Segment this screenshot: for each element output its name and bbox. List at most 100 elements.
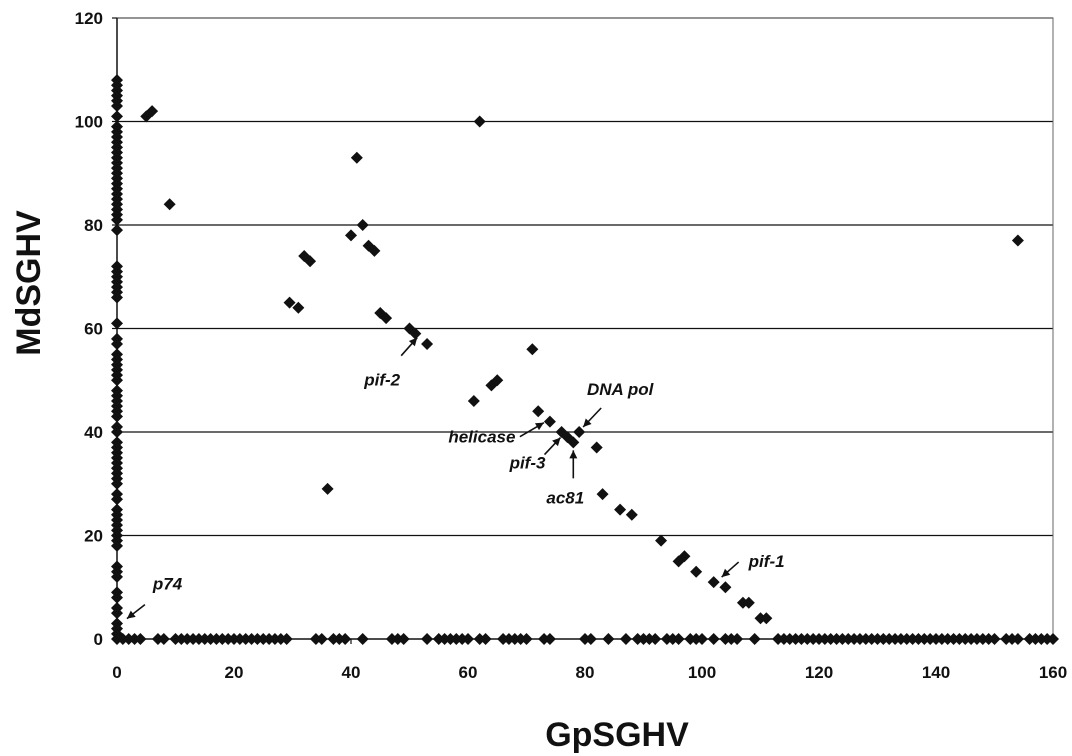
data-point	[111, 224, 123, 237]
data-point	[111, 477, 123, 490]
data-point	[380, 312, 393, 325]
data-point	[397, 633, 410, 645]
data-point	[619, 633, 632, 645]
data-point	[462, 633, 474, 645]
annotation-label: ac81	[546, 488, 584, 507]
data-point	[479, 633, 492, 645]
data-point	[315, 633, 328, 645]
x-tick-label: 140	[922, 663, 950, 682]
data-point	[134, 633, 147, 645]
data-point	[719, 581, 732, 594]
data-point	[345, 229, 357, 242]
data-point	[573, 426, 586, 438]
annotation-arrowhead	[583, 418, 592, 427]
data-point	[409, 327, 422, 340]
data-point	[584, 633, 597, 645]
data-point	[111, 570, 123, 583]
data-point	[111, 338, 123, 351]
annotation-arrowhead	[126, 610, 136, 619]
data-point	[678, 550, 691, 563]
data-point	[421, 338, 434, 351]
data-point	[111, 317, 123, 330]
data-point	[280, 633, 293, 645]
annotation-label: pif-2	[363, 371, 400, 390]
data-point	[163, 198, 176, 211]
x-tick-label: 40	[342, 663, 361, 682]
data-point	[111, 213, 123, 226]
data-point	[1047, 633, 1059, 645]
data-point	[421, 633, 434, 645]
y-axis-title: MdSGHV	[10, 210, 48, 356]
data-point	[988, 633, 1001, 645]
data-point	[731, 633, 744, 645]
data-point	[590, 441, 603, 454]
annotation-arrowhead	[721, 568, 731, 578]
data-point	[111, 607, 123, 620]
data-point	[321, 482, 334, 495]
data-point	[111, 99, 123, 112]
data-point	[356, 219, 369, 231]
x-tick-label: 100	[688, 663, 716, 682]
data-point	[111, 110, 123, 123]
data-point	[707, 633, 720, 645]
data-point	[111, 410, 123, 423]
data-point	[543, 415, 556, 428]
data-point	[146, 105, 159, 118]
x-tick-label: 80	[576, 663, 595, 682]
data-point	[111, 426, 123, 438]
data-point	[672, 633, 685, 645]
gridlines	[117, 17, 1053, 537]
y-tick-label: 40	[84, 423, 103, 442]
data-point	[567, 436, 580, 449]
data-point	[467, 394, 480, 407]
annotation-label: DNA pol	[587, 380, 655, 399]
data-point	[625, 508, 638, 521]
data-point	[760, 612, 773, 625]
data-point	[473, 115, 486, 128]
data-point	[111, 291, 123, 304]
data-point	[602, 633, 615, 645]
data-point	[748, 633, 761, 645]
data-point	[742, 596, 755, 609]
data-point	[283, 296, 296, 309]
data-point	[339, 633, 352, 645]
data-point	[520, 633, 533, 645]
annotation-arrowhead	[534, 422, 544, 431]
data-point	[292, 301, 305, 314]
data-point	[304, 255, 317, 268]
annotation-arrowhead	[552, 437, 561, 447]
data-point	[543, 633, 556, 645]
data-point	[690, 565, 703, 578]
data-point	[157, 633, 170, 645]
data-point	[111, 539, 123, 552]
data-point	[532, 405, 545, 418]
data-point	[614, 503, 627, 516]
x-tick-label: 0	[112, 663, 121, 682]
data-point	[649, 633, 662, 645]
data-point	[111, 591, 123, 604]
x-tick-label: 60	[459, 663, 478, 682]
y-tick-label: 0	[94, 630, 103, 649]
annotation-arrowhead	[569, 450, 578, 459]
data-point	[526, 343, 539, 356]
data-point	[111, 374, 123, 387]
y-tick-label: 60	[84, 320, 103, 339]
y-tick-labels: 0 20 40 60 80 100 120	[75, 9, 117, 649]
data-point	[696, 633, 708, 645]
annotation-label: helicase	[448, 428, 515, 447]
x-tick-label: 120	[805, 663, 833, 682]
x-tick-label: 160	[1039, 663, 1067, 682]
y-tick-label: 80	[84, 216, 103, 235]
data-point	[596, 488, 609, 501]
annotation-label: pif-3	[509, 454, 546, 473]
y-tick-label: 100	[75, 113, 103, 132]
x-axis-title: GpSGHV	[545, 716, 689, 754]
data-point	[707, 576, 720, 589]
data-point	[350, 151, 363, 164]
y-tick-label: 120	[75, 9, 103, 28]
data-point	[655, 534, 668, 547]
annotation-label: p74	[152, 575, 183, 594]
annotation-label: pif-1	[748, 552, 785, 571]
data-point	[491, 374, 504, 387]
